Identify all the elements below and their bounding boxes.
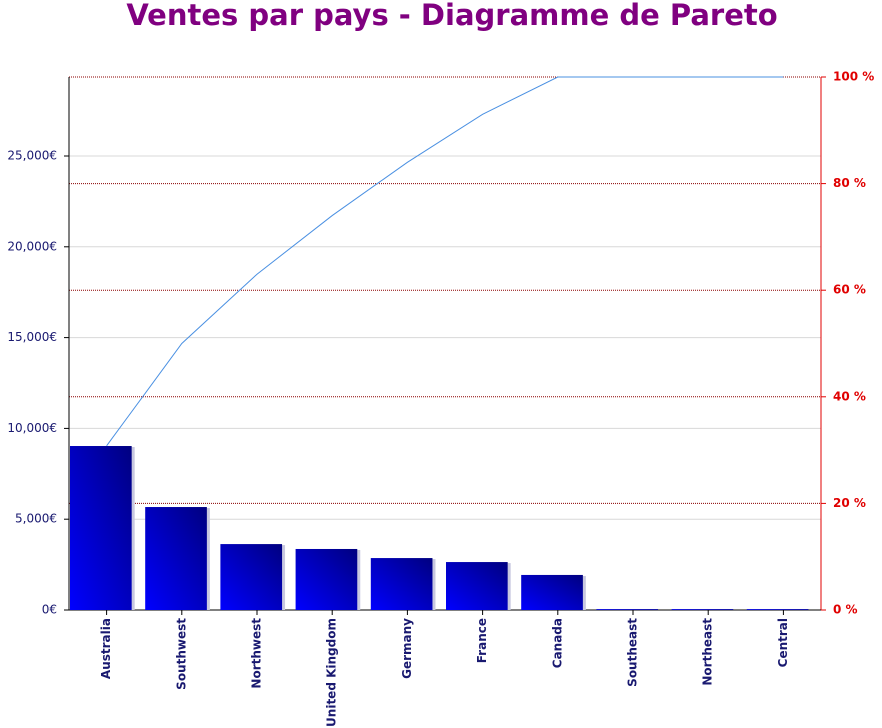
x-tick-label: Southeast xyxy=(626,618,640,687)
x-tick-label: Northwest xyxy=(250,618,264,689)
y-tick-label: 25,000€ xyxy=(7,148,57,162)
y-tick-label: 0€ xyxy=(42,603,57,617)
bar xyxy=(596,609,659,610)
y2-tick-label: 40 % xyxy=(833,389,866,403)
x-tick-label: Germany xyxy=(400,618,414,679)
y2-tick-label: 100 % xyxy=(833,70,874,84)
x-tick-label: Australia xyxy=(99,618,113,679)
bar xyxy=(220,544,283,610)
bar xyxy=(70,446,132,610)
bar xyxy=(746,609,809,610)
bar xyxy=(446,562,508,610)
y-tick-label: 15,000€ xyxy=(7,330,57,344)
chart-title: Ventes par pays - Diagramme de Pareto xyxy=(126,0,777,32)
x-tick-label: France xyxy=(475,618,489,663)
y-tick-label: 20,000€ xyxy=(7,239,57,253)
bar xyxy=(671,609,734,610)
bar xyxy=(521,574,583,610)
cumulative-line xyxy=(106,76,784,447)
x-tick-label: Southwest xyxy=(174,618,188,690)
x-tick-label: Central xyxy=(776,618,790,667)
y2-tick-label: 60 % xyxy=(833,283,866,297)
x-tick-label: Northeast xyxy=(701,618,715,686)
y-tick-label: 5,000€ xyxy=(15,512,57,526)
x-tick-label: United Kingdom xyxy=(325,618,339,727)
bar xyxy=(370,558,433,610)
bar xyxy=(145,507,207,610)
bar xyxy=(295,548,358,610)
y2-tick-label: 80 % xyxy=(833,176,866,190)
x-tick-label: Canada xyxy=(550,618,564,668)
y2-tick-label: 0 % xyxy=(833,603,858,617)
y-tick-label: 10,000€ xyxy=(7,421,57,435)
y2-tick-label: 20 % xyxy=(833,496,866,510)
